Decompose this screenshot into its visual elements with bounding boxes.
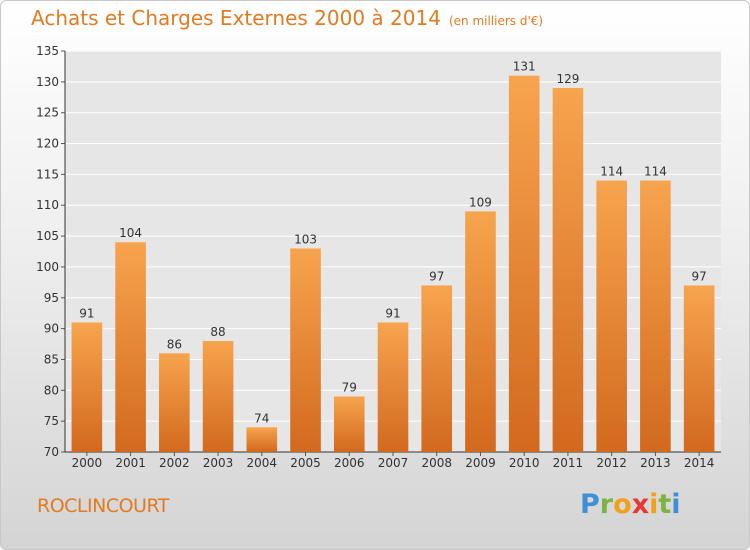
- y-tick-label: 115: [36, 167, 59, 181]
- x-tick-label: 2007: [378, 456, 409, 470]
- data-label: 86: [167, 337, 182, 351]
- chart-title-block: Achats et Charges Externes 2000 à 2014 (e…: [31, 6, 543, 30]
- logo-letter: i: [671, 489, 681, 520]
- y-tick-label: 105: [36, 229, 59, 243]
- data-label: 114: [600, 165, 623, 179]
- data-label: 97: [429, 269, 444, 283]
- place-name: ROCLINCOURT: [37, 495, 169, 517]
- y-tick-label: 80: [44, 383, 59, 397]
- logo-letter: t: [658, 489, 672, 520]
- bar: [377, 322, 409, 452]
- bar: [508, 75, 540, 452]
- proxiti-logo: Proxiti: [580, 489, 681, 520]
- bar: [333, 396, 365, 452]
- data-label: 91: [79, 306, 94, 320]
- bar: [290, 248, 321, 452]
- bar: [465, 211, 496, 452]
- data-label: 103: [294, 232, 317, 246]
- y-tick-label: 110: [36, 198, 59, 212]
- x-tick-label: 2006: [334, 456, 365, 470]
- y-tick-label: 75: [44, 414, 59, 428]
- logo-letter: r: [599, 489, 614, 520]
- data-label: 114: [644, 165, 667, 179]
- bar: [115, 242, 146, 452]
- y-tick-label: 120: [36, 137, 59, 151]
- bar: [552, 88, 584, 452]
- y-tick-label: 85: [44, 352, 59, 366]
- data-label: 74: [254, 411, 269, 425]
- bar: [421, 285, 453, 452]
- data-label: 131: [513, 60, 536, 74]
- x-tick-label: 2003: [203, 456, 234, 470]
- bar: [202, 340, 234, 452]
- logo-letter: o: [613, 489, 632, 520]
- bar: [71, 322, 103, 452]
- x-tick-label: 2001: [115, 456, 146, 470]
- y-tick-label: 130: [36, 75, 59, 89]
- bar: [596, 180, 627, 453]
- chart-title: Achats et Charges Externes 2000 à 2014: [31, 6, 441, 30]
- x-tick-label: 2008: [421, 456, 452, 470]
- bar: [640, 180, 671, 453]
- x-tick-label: 2013: [640, 456, 671, 470]
- x-tick-label: 2011: [553, 456, 584, 470]
- data-label: 129: [556, 72, 579, 86]
- y-tick-label: 135: [36, 44, 59, 58]
- x-tick-label: 2000: [72, 456, 103, 470]
- logo-letter: i: [649, 489, 659, 520]
- y-tick-label: 100: [36, 260, 59, 274]
- x-tick-label: 2014: [684, 456, 715, 470]
- bar: [159, 353, 190, 452]
- chart-unit: (en milliers d'€): [448, 14, 544, 28]
- data-label: 97: [691, 269, 706, 283]
- x-tick-label: 2002: [159, 456, 190, 470]
- y-tick-label: 90: [44, 322, 59, 336]
- data-label: 79: [342, 380, 357, 394]
- x-tick-label: 2005: [290, 456, 321, 470]
- y-tick-label: 95: [44, 291, 59, 305]
- logo-letter: x: [631, 489, 650, 520]
- bar: [683, 285, 715, 452]
- y-tick-label: 125: [36, 106, 59, 120]
- x-tick-label: 2010: [509, 456, 540, 470]
- x-tick-label: 2004: [247, 456, 278, 470]
- y-tick-label: 70: [44, 445, 59, 459]
- logo-letter: P: [580, 489, 600, 520]
- data-label: 109: [469, 195, 492, 209]
- data-label: 104: [119, 226, 142, 240]
- x-tick-label: 2012: [596, 456, 627, 470]
- bar: [246, 427, 278, 452]
- x-tick-label: 2009: [465, 456, 496, 470]
- data-label: 91: [385, 306, 400, 320]
- data-label: 88: [210, 325, 225, 339]
